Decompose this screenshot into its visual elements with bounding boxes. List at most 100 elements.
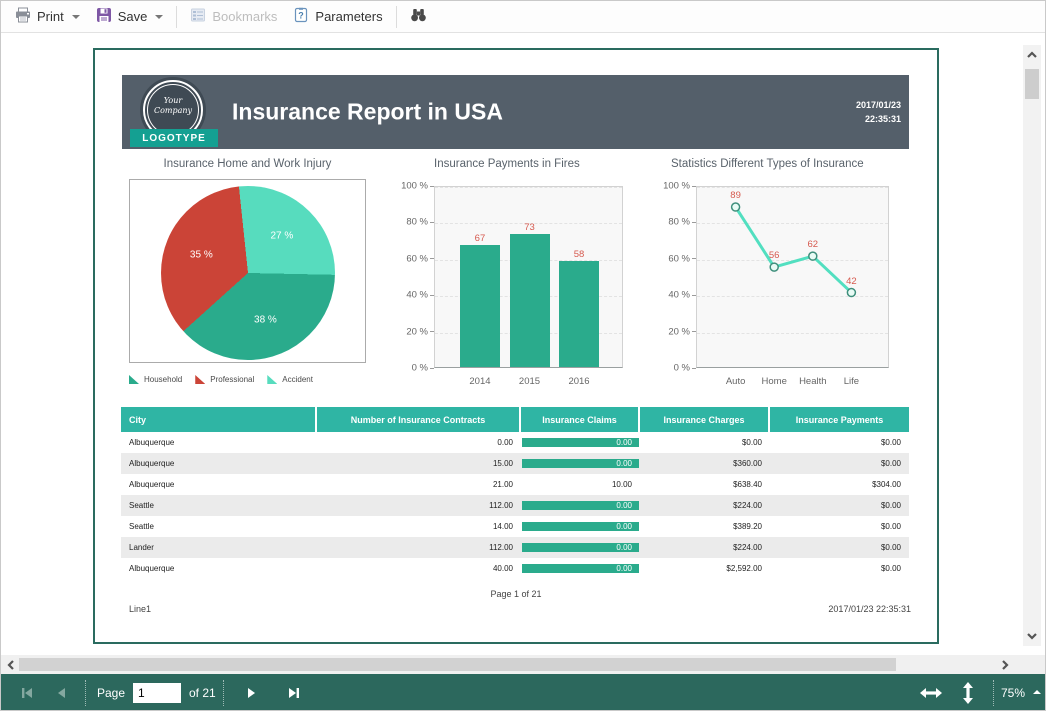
table-cell: Seattle: [121, 516, 317, 537]
logo-company-name: Your Company: [145, 96, 201, 116]
point-value-label: 62: [808, 239, 819, 250]
scroll-right-icon[interactable]: [997, 655, 1013, 674]
legend-item: Accident: [267, 375, 313, 384]
last-page-button[interactable]: [279, 680, 307, 706]
legend-label: Professional: [210, 375, 254, 384]
y-axis-tick-label: 40 %: [388, 290, 428, 301]
page-label: Page: [97, 686, 125, 700]
table-cell: $304.00: [770, 474, 909, 495]
report-header-band: Your Company LOGOTYPE Insurance Report i…: [122, 75, 909, 149]
x-axis-tick-label: Auto: [726, 376, 746, 387]
bar-value-label: 58: [574, 249, 585, 260]
print-label: Print: [37, 9, 64, 24]
table-cell: $638.40: [640, 474, 770, 495]
y-axis-tick-label: 100 %: [388, 181, 428, 192]
y-axis-tick-label: 80 %: [650, 217, 690, 228]
x-axis-tick-label: Home: [762, 376, 787, 387]
previous-page-button[interactable]: [47, 680, 75, 706]
fit-width-icon: [920, 687, 942, 699]
table-cell: Seattle: [121, 495, 317, 516]
first-page-icon: [20, 686, 35, 700]
legend-marker-icon: [129, 375, 139, 384]
fit-whole-page-button[interactable]: [954, 680, 982, 706]
statusbar-separator: [85, 680, 86, 706]
bar-chart-title: Insurance Payments in Fires: [434, 158, 580, 170]
bar-value-label: 73: [524, 222, 535, 233]
toolbar-separator: [176, 6, 177, 28]
table-cell: $0.00: [770, 516, 909, 537]
scroll-down-icon[interactable]: [1023, 628, 1041, 644]
table-row: Albuquerque40.000.00$2,592.00$0.00: [121, 558, 909, 579]
bar-plot-area: 672014732015582016: [434, 186, 623, 368]
x-axis-tick-label: 2014: [469, 376, 490, 387]
bar-value-label: 67: [475, 233, 486, 244]
pie-slice-label: 27 %: [270, 231, 293, 242]
statusbar-separator: [223, 680, 224, 706]
zoom-dropdown-caret-icon[interactable]: [1033, 690, 1041, 694]
toolbar-separator: [396, 6, 397, 28]
legend-item: Professional: [195, 375, 254, 384]
table-row: Seattle112.000.00$224.00$0.00: [121, 495, 909, 516]
bookmarks-button[interactable]: Bookmarks: [182, 4, 285, 30]
pie-graphic: 27 %38 %35 %: [161, 186, 335, 360]
print-button[interactable]: Print: [7, 4, 88, 30]
line-plot-area: 89Auto56Home62Health42Life: [696, 186, 889, 368]
bookmarks-label: Bookmarks: [212, 9, 277, 24]
table-cell: $224.00: [640, 537, 770, 558]
pie-legend: HouseholdProfessionalAccident: [129, 375, 313, 384]
insurance-table: CityNumber of Insurance ContractsInsuran…: [121, 407, 909, 579]
report-date: 2017/01/23: [856, 98, 901, 112]
legend-label: Accident: [282, 375, 313, 384]
bar-chart: 672014732015582016 0 %20 %40 %60 %80 %10…: [388, 177, 633, 389]
point-value-label: 42: [846, 276, 857, 287]
next-page-button[interactable]: [237, 680, 265, 706]
save-label: Save: [118, 9, 148, 24]
report-datetime: 2017/01/23 22:35:31: [856, 98, 901, 126]
page-count-label: of 21: [189, 686, 216, 700]
line-chart-title: Statistics Different Types of Insurance: [671, 158, 864, 170]
table-cell: Albuquerque: [121, 474, 317, 495]
table-cell: $224.00: [640, 495, 770, 516]
last-page-icon: [286, 686, 301, 700]
first-page-button[interactable]: [13, 680, 41, 706]
print-dropdown-caret-icon[interactable]: [72, 15, 80, 19]
scroll-up-icon[interactable]: [1023, 47, 1041, 63]
table-cell: $360.00: [640, 453, 770, 474]
point-value-label: 89: [730, 190, 741, 201]
table-cell: 112.00: [317, 537, 521, 558]
printer-icon: [15, 7, 31, 26]
table-cell: 0.00: [521, 432, 640, 453]
parameters-button[interactable]: ? Parameters: [285, 4, 390, 30]
parameters-label: Parameters: [315, 9, 382, 24]
save-dropdown-caret-icon[interactable]: [155, 15, 163, 19]
table-cell: $0.00: [770, 495, 909, 516]
legend-marker-icon: [267, 375, 277, 384]
horizontal-scrollbar[interactable]: [1, 655, 1046, 674]
statusbar-separator: [993, 680, 994, 706]
table-cell: Albuquerque: [121, 453, 317, 474]
table-cell: Lander: [121, 537, 317, 558]
fit-height-icon: [962, 682, 974, 704]
table-cell: 21.00: [317, 474, 521, 495]
scroll-left-icon[interactable]: [3, 655, 19, 674]
pie-chart: 27 %38 %35 %: [129, 179, 366, 363]
table-cell: 40.00: [317, 558, 521, 579]
fit-page-width-button[interactable]: [915, 680, 947, 706]
vertical-scrollbar[interactable]: [1023, 45, 1041, 646]
save-button[interactable]: Save: [88, 4, 172, 30]
y-axis-tick-label: 0 %: [650, 363, 690, 374]
table-cell: $0.00: [640, 432, 770, 453]
find-button[interactable]: [402, 4, 435, 30]
page-number-input[interactable]: [133, 683, 181, 703]
svg-text:?: ?: [299, 11, 305, 21]
table-cell: 10.00: [521, 474, 640, 495]
column-header: City: [121, 407, 317, 432]
table-cell: $2,592.00: [640, 558, 770, 579]
table-row: Albuquerque21.0010.00$638.40$304.00: [121, 474, 909, 495]
y-axis-tick-label: 60 %: [650, 253, 690, 264]
table-cell: 0.00: [521, 495, 640, 516]
vertical-scrollbar-thumb[interactable]: [1025, 69, 1039, 99]
horizontal-scrollbar-thumb[interactable]: [19, 658, 896, 671]
logo-banner: LOGOTYPE: [130, 129, 218, 147]
y-axis-tick-label: 100 %: [650, 181, 690, 192]
